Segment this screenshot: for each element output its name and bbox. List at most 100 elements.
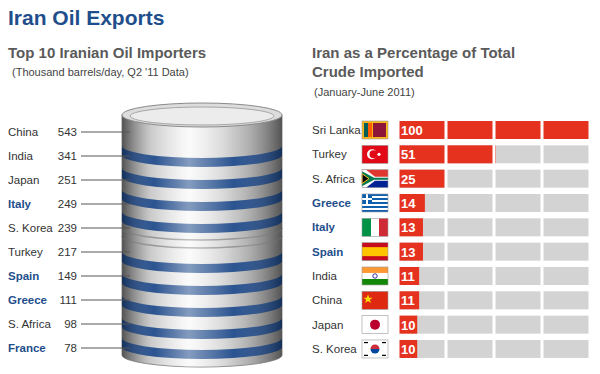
data-label: 13: [401, 220, 415, 235]
flag-part: [362, 208, 388, 210]
grid-line: [445, 121, 448, 358]
value-label: 251: [58, 174, 77, 186]
grid-line: [397, 121, 400, 358]
main-title: Iran Oil Exports: [8, 6, 164, 29]
value-label: 249: [58, 198, 77, 210]
flag: [362, 243, 388, 261]
flag-part: [368, 123, 372, 137]
bars: [398, 121, 590, 358]
category-label: France: [8, 342, 46, 354]
flag-part: [362, 243, 388, 261]
flag-part: [362, 273, 388, 279]
barrel-lid: [130, 107, 274, 125]
value-label: 78: [64, 342, 77, 354]
bar: [398, 340, 417, 358]
flag-part: [362, 204, 388, 206]
grid-line: [589, 121, 592, 358]
flag-part: [362, 171, 388, 186]
leader-line: [81, 324, 130, 325]
flag: [362, 340, 388, 358]
flag-border: [362, 194, 388, 212]
title-line: Iran as a Percentage of Total: [312, 44, 515, 61]
flag-part: [362, 145, 388, 163]
title-line: Crude Imported: [312, 63, 424, 80]
category-label: S. Korea: [312, 343, 357, 355]
data-label: 25: [401, 172, 415, 187]
category-label: Italy: [312, 221, 336, 233]
leader-line: [81, 276, 130, 277]
flag-part: [364, 342, 368, 343]
flag-part: [382, 342, 386, 343]
category-label: China: [8, 126, 39, 138]
flag-border: [362, 243, 388, 261]
flag-border: [362, 121, 388, 139]
bar: [398, 243, 423, 261]
category-label: S. Africa: [8, 318, 51, 330]
flag-border: [362, 170, 388, 188]
flag: [362, 267, 388, 285]
barrel-shade: [122, 115, 282, 367]
flag-part: [371, 218, 379, 236]
flag: [362, 291, 388, 309]
grid-line: [541, 121, 544, 358]
flag: [362, 170, 388, 188]
leader-line: [81, 156, 130, 157]
flag-part: [362, 218, 371, 236]
bar: [398, 218, 423, 236]
bar: [398, 291, 419, 309]
value-label: 341: [58, 150, 77, 162]
flag-part: [373, 123, 386, 137]
flag-part: [362, 247, 388, 256]
value-label: 239: [58, 222, 77, 234]
flag: [362, 316, 388, 334]
category-label: S. Africa: [312, 173, 355, 185]
category-label: Italy: [8, 198, 32, 210]
leader-line: [81, 132, 130, 133]
flag: [362, 121, 388, 139]
flag-part: [379, 218, 388, 236]
flag-part: [371, 349, 380, 353]
flag: [362, 145, 388, 163]
flag-part: [362, 340, 388, 358]
bar: [398, 267, 419, 285]
flag-part: [382, 355, 386, 356]
chart-title: Top 10 Iranian Oil Importers: [8, 44, 206, 61]
category-label: Spain: [8, 270, 39, 282]
data-label: 13: [401, 245, 415, 260]
flag-part: [362, 198, 372, 200]
barrel-top: [122, 103, 282, 127]
flag-border: [362, 267, 388, 285]
flag-part: [362, 206, 388, 208]
leader-line: [81, 300, 130, 301]
flag-border: [362, 145, 388, 163]
flag-border: [362, 340, 388, 358]
category-label: S. Korea: [8, 222, 53, 234]
flag-part: [362, 279, 388, 285]
flag-part: [362, 210, 388, 212]
chart-subtitle: (January-June 2011): [314, 86, 415, 98]
flag-part: [362, 198, 388, 200]
flag-part: [362, 194, 372, 204]
value-label: 149: [58, 270, 77, 282]
data-label: 11: [401, 293, 415, 308]
category-label: Turkey: [312, 148, 347, 160]
data-label: 51: [401, 147, 415, 162]
value-label: 543: [58, 126, 77, 138]
flag-part: [371, 344, 380, 348]
leader-line: [81, 252, 130, 253]
category-label: Japan: [312, 319, 343, 331]
flag-border: [362, 316, 388, 334]
flag-part: [362, 267, 388, 273]
flag-part: [362, 121, 388, 139]
bar: [398, 316, 417, 334]
flag-part: [377, 153, 380, 156]
flag-border: [362, 218, 388, 236]
flag-part: [373, 274, 377, 278]
category-label: Sri Lanka: [312, 124, 361, 136]
category-label: Greece: [312, 197, 351, 209]
leader-line: [81, 348, 130, 349]
flag-part: [364, 123, 368, 137]
value-label: 111: [60, 294, 77, 306]
flag-part: [362, 316, 388, 334]
flag-border: [362, 291, 388, 309]
